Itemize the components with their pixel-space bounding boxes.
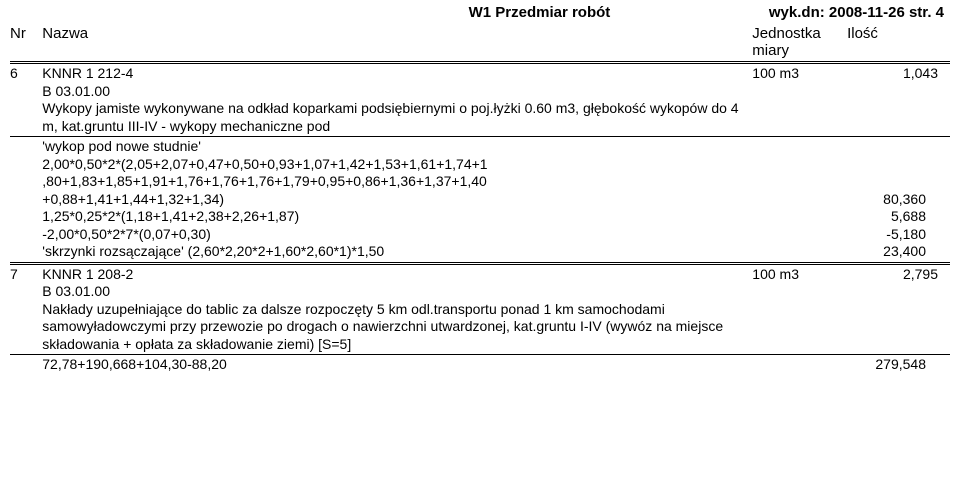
calc-value: 5,688 — [720, 208, 946, 226]
page-header: W1 Przedmiar robót wyk.dn: 2008-11-26 st… — [10, 4, 950, 21]
calc-label: 72,78+190,668+104,30-88,20 — [42, 356, 720, 374]
calc-value — [720, 138, 946, 156]
item-code1: KNNR 1 212-4 — [42, 65, 748, 83]
item-qty: 2,795 — [847, 263, 950, 354]
calc-row: 72,78+190,668+104,30-88,20279,548 — [10, 355, 950, 375]
calc-value: 279,548 — [720, 356, 946, 374]
calc-table: 'wykop pod nowe studnie' 2,00*0,50*2*(2,… — [42, 138, 946, 261]
calc-label: -2,00*0,50*2*7*(0,07+0,30) — [42, 226, 720, 244]
item-nr: 6 — [10, 63, 42, 137]
calc-value: -5,180 — [720, 226, 946, 244]
item-code1: KNNR 1 208-2 — [42, 266, 748, 284]
item-row: 6 KNNR 1 212-4 B 03.01.00 Wykopy jamiste… — [10, 63, 950, 137]
table-header-row: Nr Nazwa Jednostka miary Ilość — [10, 23, 950, 63]
calc-value: 23,400 — [720, 243, 946, 261]
calc-row: 'wykop pod nowe studnie' 2,00*0,50*2*(2,… — [10, 137, 950, 264]
doc-date-page: wyk.dn: 2008-11-26 str. 4 — [769, 4, 950, 21]
item-unit: 100 m3 — [752, 63, 847, 137]
calc-label: +0,88+1,41+1,44+1,32+1,34) — [42, 191, 720, 209]
item-code2: B 03.01.00 — [42, 83, 748, 101]
col-nr: Nr — [10, 23, 42, 63]
measurement-table: Nr Nazwa Jednostka miary Ilość 6 KNNR 1 … — [10, 23, 950, 375]
calc-label: 1,25*0,25*2*(1,18+1,41+2,38+2,26+1,87) — [42, 208, 720, 226]
calc-label: 'skrzynki rozsączające' (2,60*2,20*2+1,6… — [42, 243, 720, 261]
item-code2: B 03.01.00 — [42, 283, 748, 301]
calc-value: 80,360 — [720, 191, 946, 209]
col-ilosc: Ilość — [847, 23, 950, 63]
calc-label: 'wykop pod nowe studnie' — [42, 138, 720, 156]
item-qty: 1,043 — [847, 63, 950, 137]
calc-label: 2,00*0,50*2*(2,05+2,07+0,47+0,50+0,93+1,… — [42, 156, 720, 174]
calc-label: ,80+1,83+1,85+1,91+1,76+1,76+1,76+1,79+0… — [42, 173, 720, 191]
col-nazwa: Nazwa — [42, 23, 752, 63]
calc-value — [720, 173, 946, 191]
calc-table: 72,78+190,668+104,30-88,20279,548 — [42, 356, 946, 374]
calc-value — [720, 156, 946, 174]
item-desc: Nakłady uzupełniające do tablic za dalsz… — [42, 301, 748, 354]
item-row: 7 KNNR 1 208-2 B 03.01.00 Nakłady uzupeł… — [10, 263, 950, 354]
item-unit: 100 m3 — [752, 263, 847, 354]
item-desc: Wykopy jamiste wykonywane na odkład kopa… — [42, 100, 748, 135]
col-jedn: Jednostka miary — [752, 23, 847, 63]
doc-title: W1 Przedmiar robót — [10, 4, 769, 21]
item-nr: 7 — [10, 263, 42, 354]
